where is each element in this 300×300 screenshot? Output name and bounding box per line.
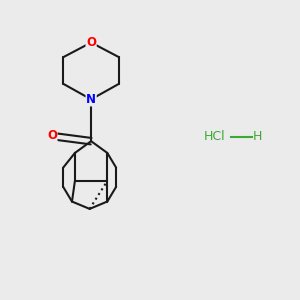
Text: HCl: HCl xyxy=(204,130,226,143)
Text: N: N xyxy=(86,93,96,106)
Text: H: H xyxy=(253,130,262,143)
Text: O: O xyxy=(47,129,57,142)
Text: O: O xyxy=(86,36,96,49)
